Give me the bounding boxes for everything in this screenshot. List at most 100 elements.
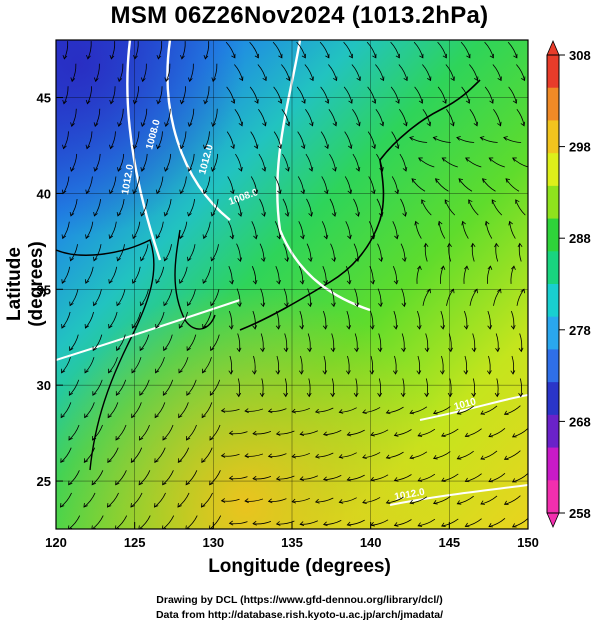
- wind-streamline: [495, 333, 499, 352]
- wind-streamline: [154, 402, 166, 418]
- wind-arrowhead: [131, 368, 136, 374]
- wind-streamline: [245, 408, 264, 412]
- wind-arrowhead: [333, 76, 338, 82]
- wind-streamline: [110, 131, 116, 149]
- wind-streamline: [306, 198, 312, 217]
- wind-streamline: [268, 453, 287, 457]
- wind-arrowhead: [371, 144, 376, 150]
- wind-streamline: [362, 497, 381, 503]
- wind-arrowhead: [348, 99, 353, 104]
- wind-arrowhead: [140, 122, 146, 127]
- wind-arrowhead: [377, 347, 383, 353]
- wind-arrowhead: [244, 408, 249, 414]
- wind-arrowhead: [236, 347, 242, 353]
- wind-streamline: [292, 452, 311, 458]
- wind-arrowhead: [60, 458, 65, 463]
- wind-arrowhead: [307, 257, 313, 263]
- wind-streamline: [297, 176, 305, 194]
- wind-streamline: [236, 288, 241, 307]
- wind-streamline: [465, 428, 482, 437]
- wind-arrowhead: [378, 257, 384, 263]
- wind-arrowhead: [491, 199, 496, 204]
- wind-streamline: [472, 378, 476, 397]
- wind-streamline: [229, 355, 233, 375]
- wind-arrowhead: [286, 76, 291, 82]
- wind-arrowhead: [432, 136, 438, 141]
- wind-streamline: [132, 311, 142, 329]
- wind-streamline: [370, 355, 374, 375]
- x-axis-label: Longitude (degrees): [208, 556, 391, 577]
- wind-arrowhead: [309, 121, 314, 127]
- wind-arrowhead: [62, 144, 67, 150]
- wind-arrowhead: [401, 347, 406, 353]
- wind-streamline: [253, 355, 256, 375]
- wind-streamline: [424, 243, 428, 262]
- wind-arrowhead: [301, 99, 306, 104]
- wind-arrowhead: [229, 234, 235, 240]
- wind-arrowhead: [424, 392, 430, 398]
- wind-streamline: [519, 378, 523, 397]
- wind-streamline: [85, 221, 94, 239]
- wind-streamline: [178, 402, 189, 418]
- wind-streamline: [362, 452, 381, 458]
- wind-arrowhead: [520, 121, 526, 127]
- wind-streamline: [276, 520, 295, 525]
- wind-streamline: [68, 470, 80, 486]
- wind-streamline: [320, 86, 329, 104]
- wind-streamline: [353, 198, 359, 217]
- wind-arrowhead: [521, 76, 526, 82]
- wind-arrowhead: [314, 498, 320, 504]
- wind-arrowhead: [155, 279, 160, 284]
- wind-arrowhead: [251, 370, 257, 375]
- wind-streamline: [138, 470, 151, 486]
- wind-arrowhead: [164, 122, 169, 127]
- wind-arrowhead: [379, 121, 385, 127]
- wind-arrowhead: [209, 391, 215, 396]
- wind-streamline: [435, 178, 449, 192]
- wind-arrowhead: [155, 368, 160, 374]
- y-tick-label: 25: [37, 474, 51, 489]
- wind-arrowhead: [354, 302, 360, 308]
- wind-streamline: [386, 496, 404, 504]
- wind-streamline: [377, 288, 382, 307]
- wind-streamline: [469, 64, 479, 81]
- wind-arrowhead: [400, 392, 406, 398]
- wind-arrowhead: [432, 410, 438, 415]
- wind-arrowhead: [417, 432, 423, 437]
- wind-arrowhead: [155, 234, 161, 240]
- wind-streamline: [343, 86, 353, 104]
- wind-arrowhead: [307, 302, 313, 308]
- wind-streamline: [258, 153, 266, 171]
- wind-streamline: [437, 86, 447, 104]
- wind-streamline: [488, 518, 506, 528]
- wind-streamline: [399, 153, 407, 171]
- wind-streamline: [209, 470, 221, 486]
- wind-arrowhead: [236, 392, 242, 398]
- wind-arrowhead: [202, 279, 207, 284]
- wind-streamline: [370, 519, 389, 526]
- wind-streamline: [228, 265, 233, 284]
- wind-arrowhead: [301, 53, 306, 59]
- wind-arrowhead: [68, 391, 74, 396]
- wind-streamline: [446, 109, 455, 126]
- wind-streamline: [375, 64, 385, 81]
- wind-arrowhead: [346, 476, 352, 482]
- wind-arrowhead: [489, 99, 494, 104]
- y-tick-label: 40: [37, 186, 51, 201]
- wind-streamline: [306, 243, 312, 262]
- wind-arrowhead: [210, 167, 216, 172]
- wind-streamline: [181, 41, 186, 60]
- wind-arrowhead: [93, 211, 98, 217]
- wind-streamline: [229, 521, 248, 525]
- wind-arrowhead: [518, 392, 524, 398]
- wind-streamline: [229, 476, 248, 480]
- wind-streamline: [117, 153, 125, 172]
- colorbar-tick-label: 258: [569, 506, 591, 521]
- wind-arrowhead: [395, 53, 400, 59]
- wind-streamline: [274, 176, 281, 194]
- wind-streamline: [253, 430, 272, 435]
- wind-arrowhead: [138, 480, 143, 486]
- wind-streamline: [258, 109, 267, 126]
- wind-streamline: [139, 334, 150, 351]
- wind-arrowhead: [300, 234, 305, 240]
